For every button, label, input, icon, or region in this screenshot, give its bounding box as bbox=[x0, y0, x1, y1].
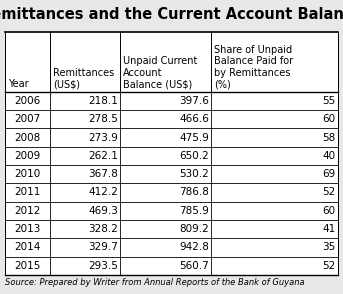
Text: 2011: 2011 bbox=[14, 188, 41, 198]
Text: Remittances
(US$): Remittances (US$) bbox=[53, 68, 114, 89]
Text: 412.2: 412.2 bbox=[88, 188, 118, 198]
Text: Source: Prepared by Writer from Annual Reports of the Bank of Guyana: Source: Prepared by Writer from Annual R… bbox=[5, 278, 305, 287]
Text: 367.8: 367.8 bbox=[88, 169, 118, 179]
Text: 397.6: 397.6 bbox=[179, 96, 209, 106]
Text: 293.5: 293.5 bbox=[88, 261, 118, 271]
Text: 273.9: 273.9 bbox=[88, 133, 118, 143]
Text: 328.2: 328.2 bbox=[88, 224, 118, 234]
Text: 650.2: 650.2 bbox=[180, 151, 209, 161]
Text: 262.1: 262.1 bbox=[88, 151, 118, 161]
Bar bbox=[5, 32, 338, 275]
Text: 60: 60 bbox=[323, 114, 336, 124]
Text: 2015: 2015 bbox=[14, 261, 41, 271]
Text: 560.7: 560.7 bbox=[180, 261, 209, 271]
Text: Year: Year bbox=[8, 79, 28, 89]
Text: 2012: 2012 bbox=[14, 206, 41, 216]
Text: 55: 55 bbox=[322, 96, 336, 106]
Text: 35: 35 bbox=[322, 243, 336, 253]
Text: 69: 69 bbox=[322, 169, 336, 179]
Text: 2007: 2007 bbox=[14, 114, 41, 124]
Text: 58: 58 bbox=[322, 133, 336, 143]
Text: 60: 60 bbox=[323, 206, 336, 216]
Text: Remittances and the Current Account Balance: Remittances and the Current Account Bala… bbox=[0, 7, 343, 22]
Text: 2009: 2009 bbox=[14, 151, 41, 161]
Text: 942.8: 942.8 bbox=[179, 243, 209, 253]
Text: 2010: 2010 bbox=[14, 169, 41, 179]
Text: 2006: 2006 bbox=[14, 96, 41, 106]
Text: 786.8: 786.8 bbox=[179, 188, 209, 198]
Text: 475.9: 475.9 bbox=[179, 133, 209, 143]
Text: 218.1: 218.1 bbox=[88, 96, 118, 106]
Text: 2008: 2008 bbox=[14, 133, 41, 143]
Text: 278.5: 278.5 bbox=[88, 114, 118, 124]
Text: 785.9: 785.9 bbox=[179, 206, 209, 216]
Text: 469.3: 469.3 bbox=[88, 206, 118, 216]
Text: 52: 52 bbox=[322, 261, 336, 271]
Text: Unpaid Current
Account
Balance (US$): Unpaid Current Account Balance (US$) bbox=[123, 56, 197, 89]
Text: 52: 52 bbox=[322, 188, 336, 198]
Text: 2013: 2013 bbox=[14, 224, 41, 234]
Text: 329.7: 329.7 bbox=[88, 243, 118, 253]
Text: 41: 41 bbox=[322, 224, 336, 234]
Text: 466.6: 466.6 bbox=[179, 114, 209, 124]
Text: 40: 40 bbox=[323, 151, 336, 161]
Text: Share of Unpaid
Balance Paid for
by Remittances
(%): Share of Unpaid Balance Paid for by Remi… bbox=[214, 45, 293, 89]
Text: 2014: 2014 bbox=[14, 243, 41, 253]
Text: 809.2: 809.2 bbox=[180, 224, 209, 234]
Text: 530.2: 530.2 bbox=[180, 169, 209, 179]
